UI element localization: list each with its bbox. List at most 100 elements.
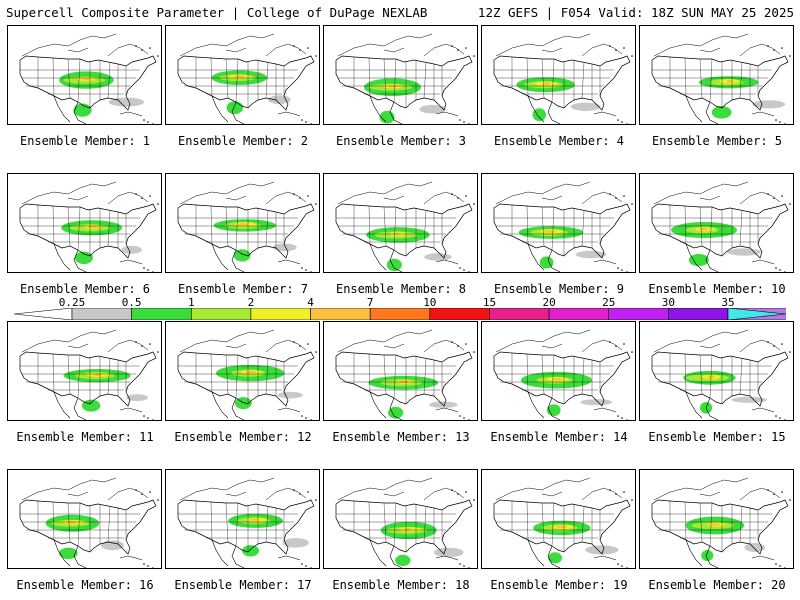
island-marker [781,491,783,493]
island-marker [301,415,303,417]
map-panel-member-12 [165,321,320,421]
island-marker [789,351,791,353]
island-marker [152,123,154,124]
canada-borders [179,329,307,353]
map-panel-member-9 [481,173,636,273]
island-marker [789,499,791,501]
island-marker [775,415,777,417]
map-panel-member-15 [639,321,794,421]
map-member-16 [19,477,159,568]
canada-borders [495,33,623,57]
island-marker [773,345,775,347]
us-coastline [177,203,315,259]
colorbar-tick-label: 10 [423,296,437,309]
panel-label-member-14: Ensemble Member: 14 [490,430,628,444]
island-marker [152,271,154,272]
island-marker [157,499,159,501]
island-marker [473,55,475,57]
us-coastline [651,351,789,407]
island-marker [789,203,791,205]
map-panel-member-20 [639,469,794,569]
island-marker [143,563,145,565]
scp-shading [744,543,766,552]
mexico-coastline [527,391,561,420]
scp-shading [59,547,78,559]
map-panel-member-10 [639,173,794,273]
island-marker [152,419,154,420]
map-member-13 [335,329,475,420]
colorbar-tick-label: 0.5 [121,296,142,309]
scp-shading [711,106,732,119]
scp-shading [731,396,768,403]
scp-shading [65,520,77,524]
cuba-coastline [277,555,301,561]
scp-shading [544,230,556,233]
island-marker [299,197,301,199]
scp-shading [126,394,148,402]
island-marker [149,195,151,197]
island-marker [621,565,623,567]
island-marker [631,351,633,353]
island-marker [457,49,459,51]
island-marker [310,123,312,124]
colorbar-tick-label: 20 [542,296,556,309]
us-coastline [335,499,473,555]
island-marker [767,193,769,195]
state-borders [652,501,772,552]
us-coastline [493,203,631,259]
island-marker [141,197,143,199]
scp-shading [282,538,309,548]
island-marker [459,563,461,565]
island-marker [315,351,317,353]
cuba-coastline [751,555,775,561]
scp-shading [226,101,244,115]
cuba-coastline [119,407,143,413]
island-marker [631,55,633,57]
scp-shading [548,552,562,564]
scp-shading [429,401,458,408]
cuba-coastline [119,555,143,561]
mexico-coastline [211,391,245,420]
mexico-coastline [369,95,403,124]
island-marker [451,193,453,195]
island-marker [784,567,786,568]
colorbar-tick-label: 7 [366,296,374,309]
island-marker [157,203,159,205]
map-panel-member-5 [639,25,794,125]
canada-borders [179,477,307,501]
map-member-9 [493,181,633,272]
island-marker [784,271,786,272]
map-member-2 [177,33,317,124]
scp-shading [553,377,562,381]
island-marker [293,489,295,491]
panel-label-member-8: Ensemble Member: 8 [335,282,467,296]
scp-shading [272,243,297,252]
island-marker [149,343,151,345]
panel-label-member-11: Ensemble Member: 11 [16,430,154,444]
us-coastline [493,499,631,555]
scp-shading [249,518,259,522]
map-title: Supercell Composite Parameter | College … [6,5,428,20]
map-panel-member-7 [165,173,320,273]
map-panel-member-1 [7,25,162,125]
canada-borders [179,181,307,205]
mexico-coastline [685,243,719,272]
map-member-5 [651,33,791,124]
island-marker [310,567,312,568]
color-scale-bar [14,308,786,320]
cuba-coastline [277,259,301,265]
valid-time: 12Z GEFS | F054 Valid: 18Z SUN MAY 25 20… [477,5,794,20]
scp-shading [570,102,601,111]
island-marker [143,119,145,121]
map-member-14 [493,329,633,420]
island-marker [305,565,307,567]
island-marker [621,121,623,123]
island-marker [775,119,777,121]
island-marker [775,267,777,269]
scp-shading [277,391,303,399]
island-marker [143,415,145,417]
island-marker [615,49,617,51]
scp-shading [242,545,260,557]
island-marker [141,49,143,51]
state-borders [336,353,456,404]
